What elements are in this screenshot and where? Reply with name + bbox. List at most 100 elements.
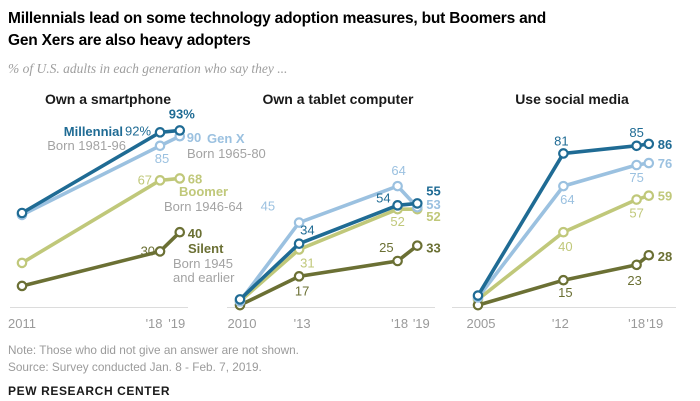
series-line-silent: [21, 230, 182, 288]
data-point-boomer: [174, 173, 186, 184]
chart-title-line-2: Gen Xers are also heavy adopters: [8, 32, 251, 49]
value-label-genx: 75: [629, 170, 643, 185]
data-point-genx: [392, 180, 403, 192]
series-born-label: Born 1965-80: [187, 146, 266, 161]
data-point-genx: [558, 180, 569, 192]
data-point-millennial: [16, 207, 28, 219]
data-point-silent: [631, 259, 642, 271]
data-point-millennial: [392, 200, 403, 211]
value-label-silent: 25: [379, 240, 393, 255]
series-line-genx: [476, 161, 650, 299]
value-label-genx: 64: [391, 163, 405, 178]
value-label-silent: 28: [658, 249, 672, 264]
value-label-boomer: 57: [629, 206, 643, 221]
data-point-silent: [293, 271, 305, 282]
value-label-boomer: 68: [188, 171, 202, 186]
brand-label: PEW RESEARCH CENTER: [8, 384, 171, 398]
value-label-millennial: 81: [554, 133, 568, 148]
data-point-boomer: [631, 194, 642, 205]
data-point-silent: [411, 240, 423, 251]
x-tick-label: '13: [294, 316, 311, 331]
value-label-boomer: 31: [300, 255, 314, 270]
series-line-genx: [238, 184, 419, 303]
panel-title: Use social media: [515, 91, 629, 107]
data-point-genx: [154, 140, 166, 152]
series-name-label: Silent: [188, 241, 224, 256]
value-label-silent: 30: [141, 243, 155, 258]
series-line-silent: [239, 244, 419, 307]
value-label-millennial: 34: [300, 223, 314, 238]
x-tick-label: '19: [646, 316, 663, 331]
value-label-boomer: 67: [138, 172, 152, 187]
x-tick-label: '18: [628, 316, 645, 331]
value-label-silent: 23: [627, 273, 641, 288]
data-point-silent: [16, 280, 28, 292]
data-point-boomer: [154, 175, 166, 186]
chart-title: Millennials lead on some technology adop…: [8, 8, 692, 52]
value-label-millennial: 55: [426, 183, 440, 198]
x-tick-label: 2011: [8, 316, 36, 331]
chart-header: Millennials lead on some technology adop…: [8, 8, 692, 77]
panel-title: Own a smartphone: [45, 91, 171, 107]
value-label-boomer: 40: [558, 239, 572, 254]
series-born-label: Born 1946-64: [164, 199, 243, 214]
value-label-silent: 33: [426, 241, 440, 256]
value-label-millennial: 86: [658, 137, 672, 152]
series-line-silent: [477, 253, 650, 307]
data-point-silent: [643, 249, 655, 261]
value-label-boomer: 52: [426, 209, 440, 224]
x-tick-label: '19: [168, 316, 185, 331]
data-point-silent: [558, 274, 569, 286]
value-label-genx: 85: [155, 151, 169, 166]
value-label-millennial: 54: [376, 190, 390, 205]
x-tick-label: '18: [146, 316, 163, 331]
data-point-millennial: [643, 138, 655, 150]
series-name-label: Millennial: [64, 124, 123, 139]
series-born-label: and earlier: [173, 270, 235, 285]
data-point-silent: [174, 226, 186, 238]
series-line-boomer: [238, 207, 418, 303]
data-point-millennial: [234, 294, 246, 305]
panel-title: Own a tablet computer: [263, 91, 414, 107]
value-label-genx: 90: [187, 130, 201, 145]
value-label-boomer: 59: [658, 189, 672, 204]
data-point-silent: [154, 246, 166, 257]
data-point-boomer: [16, 257, 28, 269]
data-point-millennial: [631, 140, 642, 152]
chart-subtitle: % of U.S. adults in each generation who …: [8, 61, 288, 76]
value-label-silent: 40: [188, 226, 202, 241]
data-point-genx: [631, 159, 642, 171]
data-point-millennial: [472, 290, 484, 301]
data-point-millennial: [411, 198, 423, 209]
data-point-genx: [643, 157, 655, 169]
series-name-label: Boomer: [179, 184, 228, 199]
note-text: Note: Those who did not give an answer a…: [8, 343, 299, 357]
value-label-silent: 15: [558, 285, 572, 300]
value-label-millennial: 93%: [169, 106, 195, 121]
data-point-boomer: [643, 190, 655, 202]
series-line-boomer: [476, 194, 650, 301]
x-tick-label: '18: [391, 316, 408, 331]
series-line-millennial: [238, 201, 418, 301]
x-tick-label: 2005: [467, 316, 496, 331]
value-label-genx: 53: [426, 197, 440, 212]
value-label-genx: 45: [261, 199, 275, 214]
series-born-label: Born 1945: [173, 256, 233, 271]
chart-footer: Note: Those who did not give an answer a…: [8, 342, 692, 398]
x-tick-label: '12: [552, 316, 569, 331]
data-point-millennial: [174, 125, 186, 136]
source-text: Source: Survey conducted Jan. 8 - Feb. 7…: [8, 359, 262, 374]
value-label-boomer: 52: [390, 214, 404, 229]
value-label-millennial: 85: [629, 125, 643, 140]
value-label-genx: 64: [560, 192, 574, 207]
x-tick-label: '19: [413, 316, 430, 331]
data-point-genx: [293, 217, 305, 228]
value-label-millennial: 92%: [125, 123, 151, 138]
data-point-millennial: [154, 127, 166, 138]
chart-title-line-1: Millennials lead on some technology adop…: [8, 10, 547, 27]
series-line-millennial: [476, 142, 650, 297]
value-label-genx: 76: [658, 156, 672, 171]
value-label-silent: 17: [295, 283, 309, 298]
